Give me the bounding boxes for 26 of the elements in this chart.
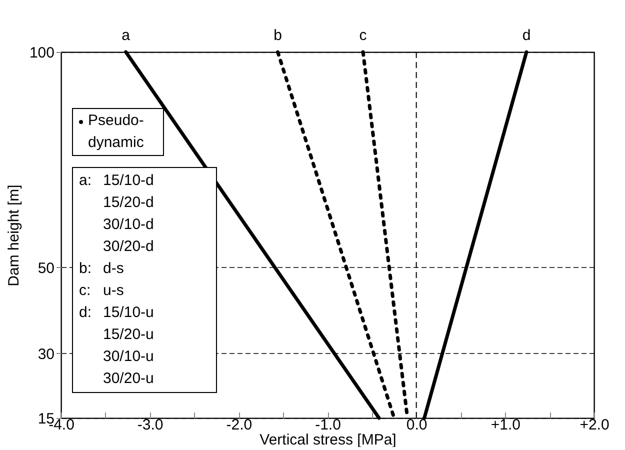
- annotation: d: 15/10-u: [79, 303, 154, 323]
- annotation: 30/20-d: [103, 237, 154, 257]
- series-label: c: [359, 27, 368, 44]
- annotation: 15/20-d: [103, 193, 154, 213]
- y-tick-label: 30: [38, 346, 54, 363]
- annotation: 15/20-u: [103, 325, 154, 345]
- annotation: 30/10-d: [103, 215, 154, 235]
- note-box: Pseudo-dynamic: [72, 108, 164, 156]
- y-tick-label: 100: [29, 44, 54, 62]
- series-label: a: [122, 27, 131, 44]
- x-tick-label: 0.0: [406, 416, 428, 434]
- series-label: b: [274, 27, 282, 44]
- y-tick-label: 50: [38, 260, 54, 277]
- annotation: Pseudo-dynamic: [87, 111, 145, 153]
- annotation: a: 15/10-d: [79, 171, 154, 191]
- x-tick-label: +1.0: [490, 416, 520, 434]
- annotation: 30/10-u: [103, 347, 154, 367]
- x-tick-label: -2.0: [226, 416, 252, 434]
- y-axis-title: Dam height [m]: [5, 184, 22, 286]
- annotation: c: u-s: [79, 281, 124, 301]
- x-tick-label: -3.0: [137, 416, 164, 434]
- x-tick-label: +2.0: [580, 416, 610, 434]
- series-label: d: [522, 27, 531, 44]
- x-tick-label: -1.0: [315, 416, 341, 434]
- annotation: b: d-s: [79, 259, 124, 279]
- annotation: 30/20-u: [103, 369, 154, 389]
